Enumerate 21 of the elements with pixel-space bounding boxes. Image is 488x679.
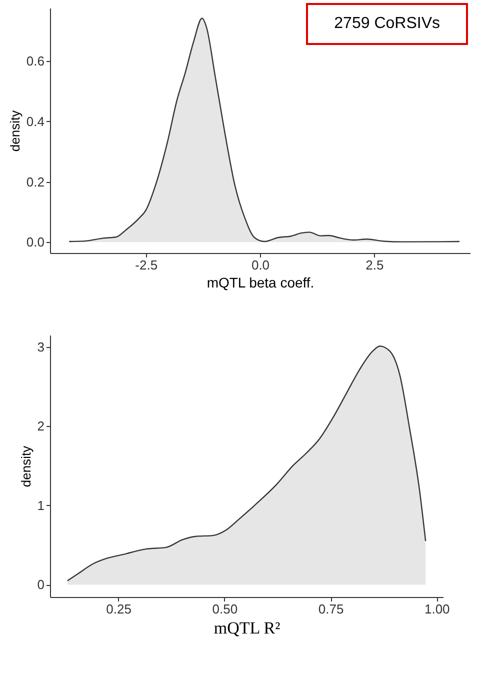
note-frame: 2759 CoRSIVs <box>306 3 468 45</box>
y-tick-label: 3 <box>37 339 44 354</box>
x-tick-label: 0.50 <box>212 602 238 616</box>
y-axis-title: density <box>7 110 22 152</box>
x-axis-title: mQTL beta coeff. <box>206 274 314 290</box>
annotation: 2759 CoRSIVs <box>334 15 440 32</box>
y-axis-title: density <box>18 445 34 488</box>
y-tick-label: 0.2 <box>26 174 44 190</box>
y-tick-label: 0.4 <box>26 114 44 129</box>
x-axis-title: mQTL R² <box>214 618 280 638</box>
y-tick-label: 2 <box>37 418 44 434</box>
x-tick-label: 2.5 <box>366 258 384 272</box>
y-tick-label: 0.6 <box>26 54 44 69</box>
x-tick-label: 0.75 <box>318 602 344 616</box>
x-tick-label: -2.5 <box>135 258 158 272</box>
x-tick-label: 1.00 <box>424 602 450 616</box>
y-tick-label: 1 <box>37 498 44 513</box>
x-tick-label: 0.25 <box>106 602 132 616</box>
y-tick-label: 0 <box>37 577 44 592</box>
y-tick-label: 0.0 <box>26 234 44 250</box>
x-tick-label: 0.0 <box>251 258 270 272</box>
